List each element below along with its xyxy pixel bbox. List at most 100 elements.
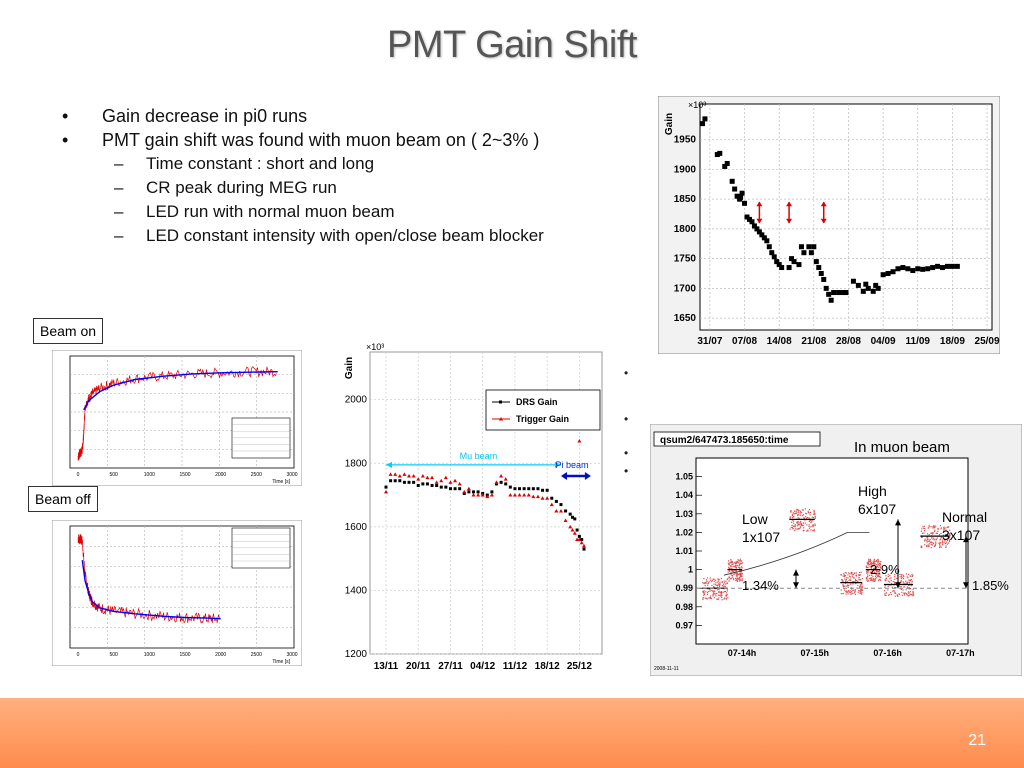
data-point — [813, 259, 819, 265]
scatter-point — [879, 561, 882, 563]
x-tick-label: 500 — [109, 652, 118, 658]
scatter-point — [809, 519, 811, 521]
scatter-point — [704, 597, 707, 599]
scatter-point — [811, 525, 813, 527]
scatter-point — [905, 589, 907, 591]
scatter-point — [813, 511, 815, 513]
scatter-point — [890, 580, 892, 582]
scatter-point — [857, 584, 859, 587]
scatter-point — [888, 594, 890, 596]
scatter-point — [902, 574, 904, 577]
scatter-point — [857, 591, 859, 593]
scatter-point — [809, 514, 811, 516]
data-point — [545, 488, 549, 492]
scatter-point — [876, 572, 878, 574]
scatter-point — [871, 571, 873, 573]
scatter-point — [875, 567, 877, 569]
stray-bullet: • — [624, 464, 629, 478]
data-point — [742, 200, 748, 206]
y-axis-label: Gain — [664, 113, 675, 135]
scatter-point — [867, 578, 869, 580]
scatter-point — [739, 567, 741, 569]
scatter-point — [873, 579, 875, 581]
scatter-point — [736, 579, 738, 581]
scatter-point — [734, 565, 736, 567]
scatter-point — [941, 544, 944, 546]
scatter-point — [855, 583, 857, 585]
scatter-point — [921, 536, 923, 538]
data-point — [940, 265, 946, 271]
scatter-point — [736, 578, 738, 581]
scatter-point — [948, 537, 951, 539]
arrow-head — [895, 582, 901, 589]
data-point — [536, 487, 540, 491]
x-tick-label: 20/11 — [406, 661, 431, 672]
scatter-point — [905, 593, 908, 595]
plot-area — [699, 103, 993, 331]
scatter-point — [708, 597, 710, 599]
scatter-point — [800, 523, 803, 525]
scatter-point — [859, 592, 861, 594]
scatter-point — [792, 516, 795, 518]
y-tick-label: 1600 — [345, 522, 368, 533]
scatter-point — [866, 579, 868, 581]
scatter-point — [808, 512, 810, 514]
scatter-point — [800, 523, 803, 525]
x-tick-label: 1500 — [179, 652, 190, 658]
scatter-point — [794, 528, 796, 530]
scatter-point — [867, 560, 870, 562]
scatter-point — [797, 511, 800, 513]
data-point — [826, 291, 832, 297]
series-line — [77, 365, 277, 461]
scatter-point — [925, 539, 927, 541]
scatter-point — [738, 562, 740, 564]
scatter-point — [869, 578, 871, 580]
data-point — [724, 160, 730, 166]
scatter-point — [707, 584, 709, 586]
scatter-point — [739, 573, 741, 575]
scatter-point — [933, 530, 936, 533]
scatter-point — [908, 587, 910, 589]
scatter-point — [791, 526, 794, 529]
scatter-point — [879, 563, 882, 565]
scatter-point — [872, 579, 874, 581]
scatter-point — [715, 595, 717, 597]
x-tick-label: 07/08 — [732, 336, 757, 347]
scatter-point — [736, 572, 738, 574]
scatter-point — [725, 595, 727, 597]
scatter-point — [903, 592, 905, 594]
scatter-point — [943, 526, 945, 528]
scatter-point — [797, 528, 799, 530]
scatter-point — [803, 529, 805, 531]
scatter-point — [899, 573, 901, 576]
legend-entry: Trigger Gain — [516, 414, 569, 424]
scatter-point — [885, 579, 887, 581]
scatter-point — [859, 585, 862, 587]
beam-off-label: Beam off — [28, 486, 98, 512]
y-tick-label: 1750 — [674, 254, 697, 265]
scatter-point — [877, 564, 879, 566]
x-tick-label: 2000 — [215, 472, 226, 478]
data-point — [873, 282, 879, 288]
arrow-head — [756, 201, 763, 207]
scatter-point — [871, 563, 873, 565]
scatter-point — [798, 524, 800, 526]
data-point — [850, 278, 856, 284]
scatter-point — [912, 588, 914, 590]
data-point — [541, 488, 545, 492]
x-tick-label: 04/12 — [470, 661, 495, 672]
scatter-point — [845, 591, 847, 593]
scatter-point — [884, 579, 886, 581]
annotation-percent: 2.9% — [870, 562, 900, 577]
scatter-point — [849, 576, 852, 578]
scatter-point — [848, 579, 850, 582]
scatter-point — [792, 512, 794, 514]
x-tick-label: 07-16h — [873, 648, 902, 658]
scatter-point — [924, 527, 926, 530]
scatter-point — [899, 585, 901, 588]
scatter-point — [739, 562, 741, 564]
scatter-point — [716, 589, 719, 591]
data-point — [816, 265, 822, 271]
scatter-point — [935, 538, 937, 540]
scatter-point — [910, 593, 912, 595]
